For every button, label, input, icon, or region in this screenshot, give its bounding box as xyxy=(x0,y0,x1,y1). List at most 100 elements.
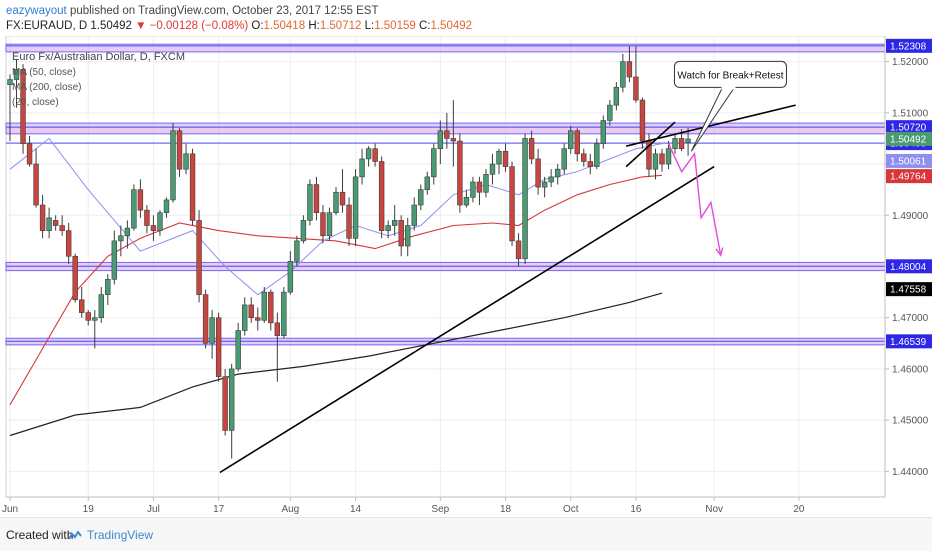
candle-body xyxy=(65,230,72,257)
candle-body xyxy=(183,153,189,170)
candle-body xyxy=(222,376,228,431)
candle-body xyxy=(678,138,685,149)
legend-ma50: MA (50, close) xyxy=(12,67,76,78)
candle xyxy=(541,176,548,198)
candle xyxy=(574,128,580,162)
author-link[interactable]: eazywayout xyxy=(6,5,67,17)
legend-ma20: (20, close) xyxy=(12,97,59,108)
candle xyxy=(659,148,665,172)
price-chart[interactable]: Watch for Break+Retest Euro Fx/Australian… xyxy=(0,35,932,517)
candle-body xyxy=(228,368,235,431)
candle-body xyxy=(502,150,509,167)
candle-body xyxy=(659,153,665,165)
candle-body xyxy=(111,240,118,280)
legend-title: Euro Fx/Australian Dollar, D, FXCM xyxy=(12,51,185,63)
candle-body xyxy=(72,255,78,301)
candle-body xyxy=(326,212,333,237)
candle xyxy=(46,207,52,239)
publish-line: eazywayout published on TradingView.com,… xyxy=(6,5,379,17)
candle xyxy=(476,176,483,206)
candle xyxy=(405,217,411,257)
candle-body xyxy=(476,181,483,193)
candle-body xyxy=(385,225,391,231)
candle-body xyxy=(405,225,411,247)
candle-body xyxy=(620,61,626,88)
candle-body xyxy=(418,189,424,206)
candle-body xyxy=(457,140,463,206)
candle xyxy=(228,363,235,459)
candle-body xyxy=(378,161,385,231)
candle xyxy=(431,143,437,185)
candle xyxy=(157,210,163,236)
candle xyxy=(626,46,633,83)
ma20-line xyxy=(9,137,663,296)
candle-body xyxy=(202,294,209,344)
candle-body xyxy=(92,317,98,321)
forecast-path xyxy=(667,143,722,256)
candle xyxy=(365,146,372,167)
candle xyxy=(65,222,72,264)
candle xyxy=(554,164,561,185)
candle xyxy=(378,156,385,239)
candle-body xyxy=(131,189,137,229)
candle-body xyxy=(320,212,326,237)
candle-body xyxy=(522,138,528,260)
time-tick-label: Sep xyxy=(431,504,449,515)
candle-body xyxy=(515,240,522,260)
candle xyxy=(242,297,248,336)
candle xyxy=(287,251,294,295)
candle xyxy=(320,205,326,244)
price-tick-label: 1.51000 xyxy=(892,108,929,119)
candle-body xyxy=(333,191,339,214)
candle-body xyxy=(391,220,398,226)
candle xyxy=(457,133,463,213)
candle xyxy=(346,197,352,247)
candle xyxy=(281,286,287,339)
candle xyxy=(535,148,541,195)
candle-body xyxy=(59,225,65,231)
candle-body xyxy=(561,148,567,170)
candle-body xyxy=(398,220,404,247)
candle xyxy=(7,74,13,142)
candle xyxy=(85,310,91,326)
indicator-price-tag: 1.49764 xyxy=(890,172,927,183)
candle xyxy=(581,148,587,167)
candle xyxy=(398,215,404,257)
candle-body xyxy=(424,176,430,190)
symbol-label: FX:EURAUD, D xyxy=(6,20,88,32)
candle-body xyxy=(600,120,607,144)
tradingview-brand: TradingView xyxy=(87,528,154,542)
candle xyxy=(672,133,678,154)
candle xyxy=(418,184,424,211)
tradingview-logo[interactable]: TradingView xyxy=(68,528,153,542)
candle-body xyxy=(46,217,52,231)
candle xyxy=(411,197,417,231)
candle xyxy=(359,148,365,185)
candle xyxy=(20,64,26,154)
candle xyxy=(385,220,391,239)
candle xyxy=(613,82,620,111)
created-with-label: Created with xyxy=(6,528,74,542)
chart-frame[interactable]: Watch for Break+Retest Euro Fx/Australian… xyxy=(0,35,932,517)
candle xyxy=(600,115,607,149)
candle-body xyxy=(294,240,300,262)
candle xyxy=(528,130,535,165)
candle xyxy=(98,286,104,323)
candle-body xyxy=(372,148,378,162)
candle-body xyxy=(431,148,437,178)
candle xyxy=(685,127,691,156)
candle-body xyxy=(685,138,691,143)
trend-line xyxy=(219,165,715,474)
candle-body xyxy=(287,261,294,293)
candle xyxy=(326,207,333,241)
candle-body xyxy=(639,99,646,142)
candle-body xyxy=(574,130,580,155)
candle xyxy=(594,138,600,170)
time-tick-label: Jun xyxy=(2,504,18,515)
candle xyxy=(391,205,398,236)
candle-body xyxy=(626,61,633,78)
candle xyxy=(639,97,646,149)
candle xyxy=(483,169,489,198)
candle-body xyxy=(535,158,541,188)
candle xyxy=(502,143,509,172)
